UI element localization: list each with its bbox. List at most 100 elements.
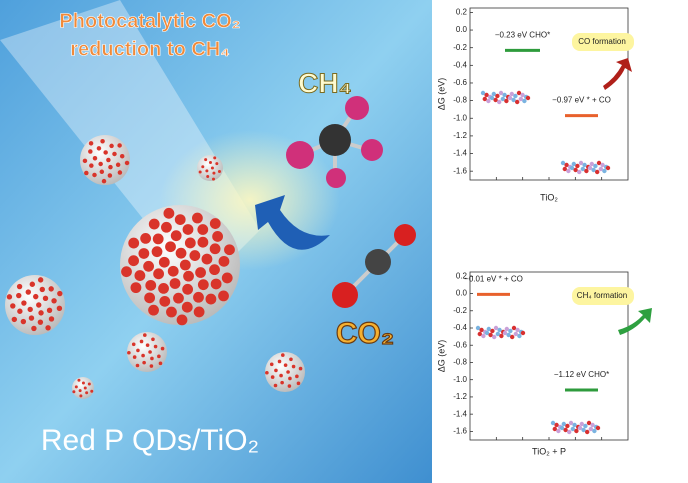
- qd-dot: [56, 305, 63, 311]
- atom: [484, 92, 489, 98]
- qd-dot: [27, 306, 33, 313]
- atom: [567, 429, 572, 435]
- atom: [556, 428, 561, 434]
- atom: [490, 328, 495, 334]
- qd-dot: [103, 150, 108, 155]
- atom: [495, 331, 500, 337]
- atom: [492, 334, 497, 340]
- qd-dot: [115, 162, 121, 168]
- y-tick-label: 0.0: [456, 25, 468, 34]
- atom: [581, 427, 586, 433]
- qd-dot: [124, 160, 130, 166]
- atom: [509, 91, 514, 97]
- y-axis-label: ΔG (eV): [436, 78, 446, 111]
- ch4-label: CH₄: [298, 67, 352, 98]
- qd: [80, 135, 130, 185]
- qd-dot: [161, 221, 172, 233]
- qd-dot: [279, 373, 283, 378]
- qd-dot: [128, 237, 140, 249]
- atom: [475, 325, 481, 331]
- qd-dot: [224, 244, 235, 256]
- qd-dot: [37, 319, 44, 325]
- qd-dot: [109, 143, 114, 149]
- y-tick-label: 0.2: [456, 271, 468, 280]
- atom: [573, 167, 578, 173]
- qd-dot: [117, 170, 123, 175]
- qd-dot: [96, 146, 102, 151]
- atom: [513, 93, 518, 99]
- qd: [265, 352, 305, 392]
- atom: [479, 327, 484, 333]
- qd-dot: [138, 248, 150, 259]
- qd-dot: [139, 339, 144, 344]
- qd-dot: [274, 368, 278, 373]
- y-tick-label: -1.6: [453, 426, 467, 435]
- atom: [577, 169, 582, 175]
- atom: [513, 331, 518, 337]
- y-tick-label: 0.2: [456, 8, 468, 17]
- qd-dot: [165, 241, 176, 253]
- charts: 0.2 0.0 -0.2 -0.4 -0.6 -0.8 -1.0 -1.2 -1.4 -1.6 ΔG…: [436, 8, 652, 456]
- atom: [568, 420, 574, 426]
- qd-dot: [132, 355, 137, 359]
- qd-dot: [100, 139, 105, 144]
- atom: [566, 168, 571, 174]
- qd-dot: [28, 315, 35, 321]
- qd-dot: [160, 346, 165, 351]
- qd-dot: [280, 380, 284, 385]
- atom: [550, 420, 556, 426]
- qd-dot: [163, 207, 175, 219]
- qd-dot: [99, 169, 105, 175]
- qd-dot: [208, 161, 212, 165]
- qd-dot: [107, 173, 113, 178]
- atom: [569, 165, 575, 171]
- atom: [552, 426, 557, 432]
- quantum-dots: [5, 135, 305, 399]
- qd-dot: [16, 292, 22, 299]
- qd-dot: [108, 164, 113, 170]
- qd-dot: [212, 171, 216, 175]
- qd-dot: [135, 363, 140, 368]
- qd-dot: [221, 272, 233, 284]
- qd-dot: [141, 353, 145, 358]
- qd-dot: [183, 270, 194, 282]
- qd-dot: [148, 304, 159, 316]
- qd-dot: [89, 163, 94, 168]
- qd-dot: [92, 155, 98, 161]
- qd-dot: [119, 153, 125, 159]
- value-label: −0.01 eV * + CO: [464, 275, 523, 284]
- atom: [578, 160, 584, 166]
- title: Photocatalytic CO₂: [59, 10, 240, 32]
- atom: [580, 166, 585, 172]
- qd-dot: [145, 279, 157, 291]
- qd-dot: [212, 231, 224, 242]
- qd: [197, 155, 223, 181]
- atom: [574, 428, 579, 434]
- y-tick-label: -1.6: [453, 166, 467, 175]
- qd-dot: [82, 158, 88, 164]
- qd-dot: [38, 310, 44, 316]
- atom: [562, 166, 567, 172]
- qd-dot: [277, 359, 282, 364]
- qd-dot: [283, 363, 288, 367]
- y-tick-label: -0.8: [453, 358, 467, 367]
- qd-dot: [213, 156, 217, 160]
- atom: [482, 96, 487, 102]
- qd-dot: [151, 246, 163, 258]
- qd-dot: [159, 295, 171, 307]
- qd-dot: [198, 170, 202, 174]
- qd-dot: [140, 232, 152, 244]
- qd-dot: [295, 374, 299, 379]
- atom: [598, 166, 603, 172]
- qd-dot: [298, 366, 303, 371]
- qd-dot: [85, 391, 89, 395]
- qd-dot: [152, 233, 164, 245]
- qd-dot: [197, 236, 209, 248]
- qd-dot: [209, 264, 220, 276]
- qd-dot: [42, 295, 49, 302]
- qd-dot: [106, 157, 111, 163]
- qd-dot: [37, 277, 44, 283]
- qd-dot: [29, 281, 36, 287]
- atom: [577, 425, 583, 431]
- trend-arrow: [618, 308, 652, 335]
